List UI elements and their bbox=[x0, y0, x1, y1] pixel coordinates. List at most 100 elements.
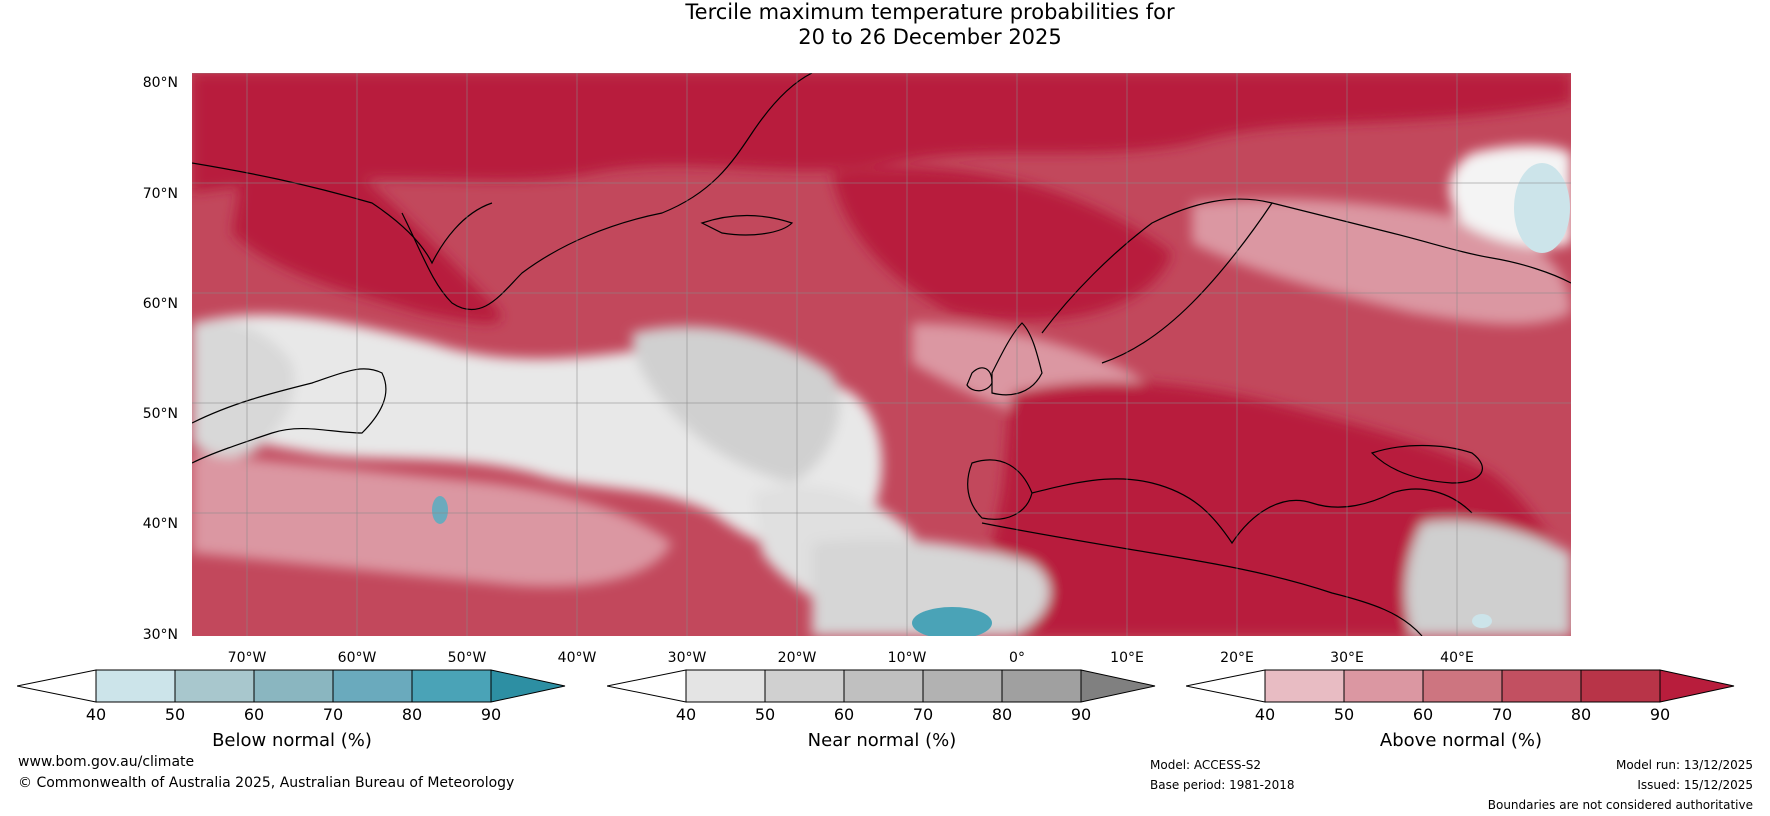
legend-above-tick-50: 50 bbox=[1333, 705, 1355, 724]
lat-label-40n: 40°N bbox=[142, 516, 178, 532]
legend-below-swatch-50-60 bbox=[174, 669, 255, 703]
legend-above-upper-extend bbox=[1659, 669, 1735, 703]
legend-below-tick-50: 50 bbox=[164, 705, 186, 724]
legend-above-tick-60: 60 bbox=[1412, 705, 1434, 724]
legend-above-title: Above normal (%) bbox=[1379, 730, 1543, 751]
coastlines bbox=[192, 73, 1571, 636]
title-line-2: 20 to 26 December 2025 bbox=[798, 25, 1062, 49]
footer-base-period: Base period: 1981-2018 bbox=[1150, 778, 1295, 792]
legend-below-swatch-70-80 bbox=[332, 669, 413, 703]
legend-near-bar bbox=[607, 669, 1156, 703]
legend-above-lower-extend bbox=[1186, 669, 1266, 703]
lon-label-70w: 70°W bbox=[227, 650, 267, 666]
legend-above-tick-40: 40 bbox=[1254, 705, 1276, 724]
legend-above-swatch-40-50 bbox=[1264, 669, 1345, 703]
above-80-north-sea bbox=[832, 167, 1172, 321]
map-canvas bbox=[192, 73, 1571, 636]
lon-label-40e: 40°E bbox=[1440, 650, 1474, 666]
coast-iberia bbox=[967, 459, 1033, 520]
coast-russia-north bbox=[1271, 202, 1571, 284]
footer-model: Model: ACCESS-S2 bbox=[1150, 758, 1262, 772]
footer-website: www.bom.gov.au/climate bbox=[18, 754, 195, 770]
coast-ireland bbox=[966, 367, 993, 392]
coast-mediterranean-north bbox=[1031, 478, 1473, 545]
lon-label-20e: 20°E bbox=[1220, 650, 1254, 666]
legend-below-swatch-40-50 bbox=[95, 669, 176, 703]
below-normal-middle-east bbox=[1472, 614, 1492, 628]
coast-iceland bbox=[700, 214, 794, 236]
below-normal-barents bbox=[1514, 163, 1570, 253]
legend-below-tick-70: 70 bbox=[322, 705, 344, 724]
legend-near-tick-60: 60 bbox=[833, 705, 855, 724]
lon-label-20w: 20°W bbox=[777, 650, 817, 666]
chart-title: Tercile maximum temperature probabilitie… bbox=[0, 0, 1770, 50]
below-normal-atlantic bbox=[432, 496, 448, 524]
coast-black-sea bbox=[1370, 444, 1483, 484]
lon-label-40w: 40°W bbox=[557, 650, 597, 666]
legend-above-swatch-60-70 bbox=[1422, 669, 1503, 703]
legend-near-swatch-80-90 bbox=[1001, 669, 1082, 703]
legend-near-tick-80: 80 bbox=[991, 705, 1013, 724]
legend-below-upper-extend bbox=[490, 669, 566, 703]
coast-greenland-west bbox=[192, 162, 493, 265]
legend-below-tick-60: 60 bbox=[243, 705, 265, 724]
legend-above-tick-80: 80 bbox=[1570, 705, 1592, 724]
lat-label-30n: 30°N bbox=[142, 627, 178, 643]
legend-near-swatch-40-50 bbox=[685, 669, 766, 703]
legend-near-upper-extend bbox=[1080, 669, 1156, 703]
footer-model-run: Model run: 13/12/2025 bbox=[1615, 758, 1753, 772]
lon-label-10w: 10°W bbox=[887, 650, 927, 666]
lat-label-50n: 50°N bbox=[142, 406, 178, 422]
legend-near-swatch-60-70 bbox=[843, 669, 924, 703]
legend-below-tick-40: 40 bbox=[85, 705, 107, 724]
below-normal-sahara bbox=[912, 607, 992, 636]
probability-map bbox=[192, 73, 1571, 636]
legend-below-swatch-60-70 bbox=[253, 669, 334, 703]
legend-above-tick-70: 70 bbox=[1491, 705, 1513, 724]
legend-near-title: Near normal (%) bbox=[807, 730, 957, 751]
legend-above-bar bbox=[1186, 669, 1735, 703]
legend-below-lower-extend bbox=[17, 669, 97, 703]
lon-label-50w: 50°W bbox=[447, 650, 487, 666]
coast-greenland-south-east bbox=[401, 73, 813, 311]
near-normal-middle-east bbox=[1405, 520, 1571, 636]
coast-africa-north bbox=[981, 522, 1423, 636]
graticule bbox=[192, 73, 1571, 636]
legend-above-swatch-80-90 bbox=[1580, 669, 1661, 703]
legend-below-title: Below normal (%) bbox=[212, 730, 372, 751]
legend-near-tick-50: 50 bbox=[754, 705, 776, 724]
footer-disclaimer: Boundaries are not considered authoritat… bbox=[1487, 798, 1753, 812]
above-80-labrador bbox=[232, 113, 502, 323]
title-line-1: Tercile maximum temperature probabilitie… bbox=[685, 0, 1175, 24]
lon-label-30w: 30°W bbox=[667, 650, 707, 666]
lat-label-60n: 60°N bbox=[142, 296, 178, 312]
lat-label-80n: 80°N bbox=[142, 75, 178, 91]
legend-near-tick-90: 90 bbox=[1070, 705, 1092, 724]
legend-near-swatch-50-60 bbox=[764, 669, 845, 703]
near-normal-mid bbox=[632, 326, 840, 483]
legend-above-tick-90: 90 bbox=[1649, 705, 1671, 724]
legend-near-swatch-70-80 bbox=[922, 669, 1003, 703]
footer-issued: Issued: 15/12/2025 bbox=[1637, 778, 1753, 792]
above-80-arctic bbox=[192, 73, 1571, 193]
lat-label-70n: 70°N bbox=[142, 186, 178, 202]
lon-label-0: 0° bbox=[1009, 650, 1025, 666]
legend-above-swatch-70-80 bbox=[1501, 669, 1582, 703]
footer-copyright: © Commonwealth of Australia 2025, Austra… bbox=[18, 775, 515, 791]
legend-near-lower-extend bbox=[607, 669, 687, 703]
legend-near-tick-40: 40 bbox=[675, 705, 697, 724]
legend-below-swatch-80-90 bbox=[411, 669, 492, 703]
near-normal-north-africa bbox=[812, 539, 1050, 636]
legend-below-tick-80: 80 bbox=[401, 705, 423, 724]
coast-north-america bbox=[192, 368, 387, 464]
lon-label-60w: 60°W bbox=[337, 650, 377, 666]
coast-britain bbox=[991, 322, 1043, 396]
legend-above-swatch-50-60 bbox=[1343, 669, 1424, 703]
legend-below-tick-90: 90 bbox=[480, 705, 502, 724]
lon-label-30e: 30°E bbox=[1330, 650, 1364, 666]
above-60-subtropic bbox=[192, 453, 672, 587]
coast-scandinavia bbox=[1041, 198, 1273, 364]
legend-below-bar bbox=[17, 669, 566, 703]
near-normal-west bbox=[192, 320, 295, 458]
legend-near-tick-70: 70 bbox=[912, 705, 934, 724]
